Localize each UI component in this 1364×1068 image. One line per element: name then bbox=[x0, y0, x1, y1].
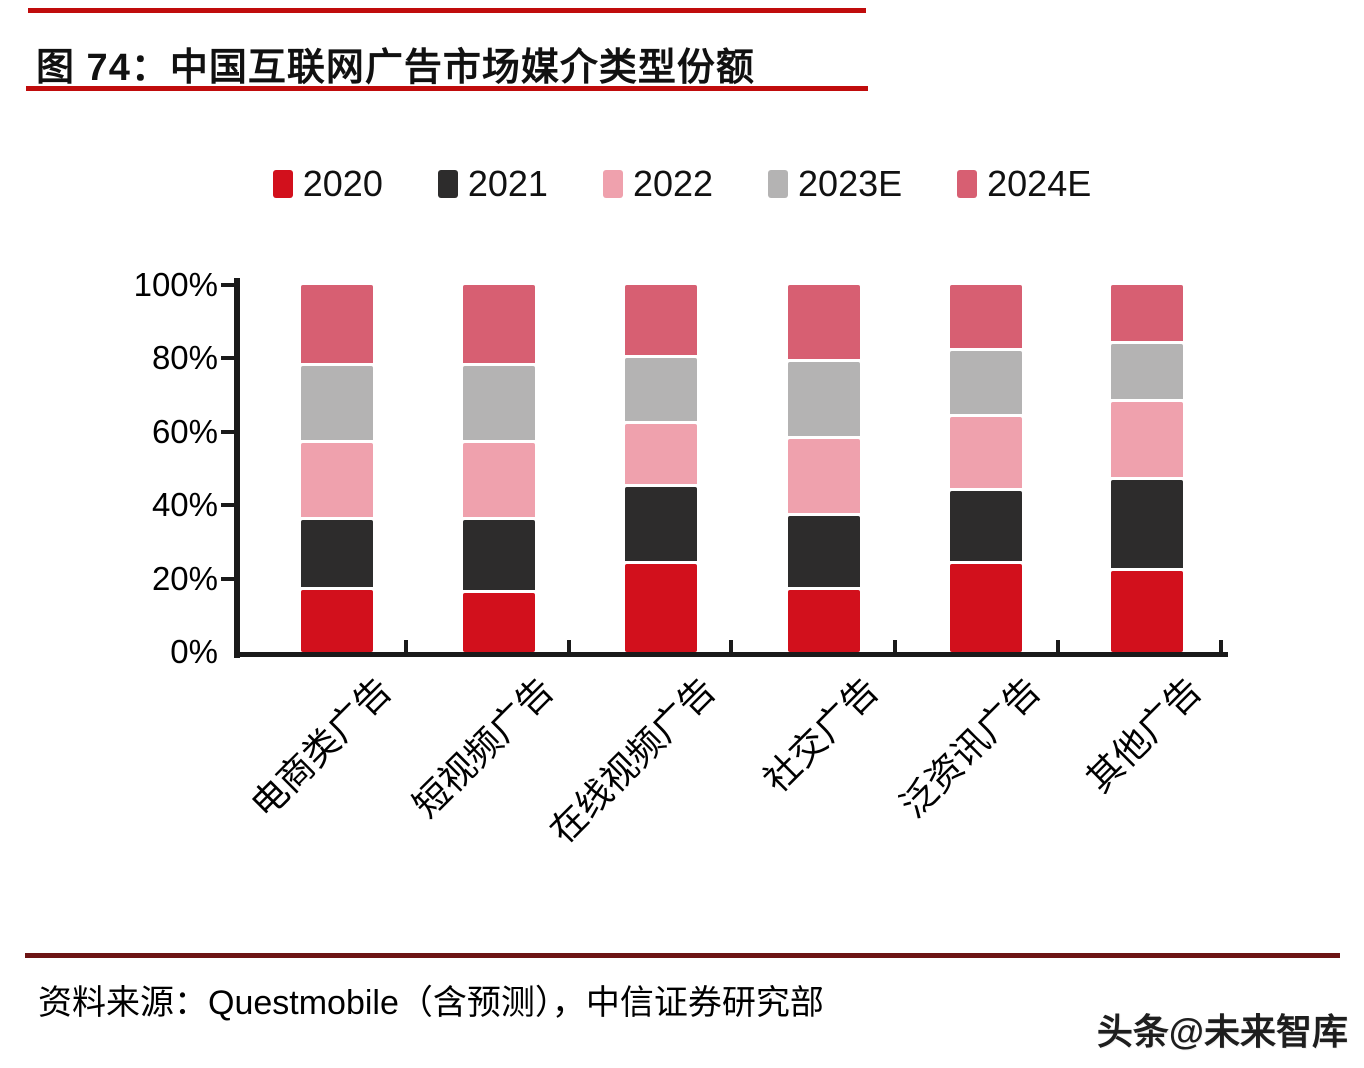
figure-title: 图 74：中国互联网广告市场媒介类型份额 bbox=[36, 47, 755, 89]
stacked-bar-社交广告 bbox=[788, 285, 860, 652]
bar-segment-2024E-在线视频广告 bbox=[625, 285, 697, 359]
source-note: 资料来源：Questmobile（含预测），中信证券研究部 bbox=[38, 984, 824, 1022]
bar-segment-2021-在线视频广告 bbox=[625, 486, 697, 564]
stacked-bar-电商类广告 bbox=[301, 285, 373, 652]
legend-label: 2021 bbox=[467, 163, 548, 204]
y-axis-tick-mark bbox=[221, 503, 234, 508]
y-axis-line bbox=[234, 278, 240, 658]
chart-legend: 2020 2021 2022 2023E 2024E bbox=[0, 160, 1364, 208]
y-axis-tick-mark bbox=[221, 576, 234, 581]
y-axis-tick-mark bbox=[221, 356, 234, 361]
bar-segment-2024E-电商类广告 bbox=[301, 285, 373, 366]
x-axis-category-label: 在线视频广告 bbox=[541, 669, 724, 852]
legend-item-2020: 2020 bbox=[272, 163, 383, 204]
legend-item-2024E: 2024E bbox=[957, 166, 1091, 202]
y-axis-tick-label: 80% bbox=[151, 339, 218, 377]
bar-segment-2021-短视频广告 bbox=[463, 519, 535, 594]
bar-segment-2024E-短视频广告 bbox=[463, 285, 535, 366]
bar-segment-2023E-短视频广告 bbox=[463, 365, 535, 443]
bar-segment-2022-电商类广告 bbox=[301, 442, 373, 520]
bar-segment-2023E-在线视频广告 bbox=[625, 358, 697, 425]
bar-segment-2022-社交广告 bbox=[788, 439, 860, 517]
bar-segment-2024E-其他广告 bbox=[1111, 285, 1183, 344]
legend-item-2022: 2022 bbox=[602, 163, 714, 204]
bar-segment-2024E-社交广告 bbox=[788, 285, 860, 363]
bar-segment-2021-电商类广告 bbox=[301, 519, 373, 590]
x-axis-tick-mark bbox=[729, 640, 733, 653]
stacked-bar-其他广告 bbox=[1111, 285, 1183, 652]
legend-swatch-icon-2023E bbox=[768, 170, 789, 198]
legend-swatch-icon-2021 bbox=[437, 170, 458, 198]
bar-segment-2021-泛资讯广告 bbox=[950, 490, 1022, 564]
bar-segment-2021-社交广告 bbox=[788, 516, 860, 590]
x-axis-category-label: 其他广告 bbox=[1078, 669, 1210, 801]
bar-segment-2020-电商类广告 bbox=[301, 589, 373, 652]
y-axis-tick-label: 20% bbox=[151, 559, 218, 597]
bar-segment-2022-短视频广告 bbox=[463, 442, 535, 520]
x-axis-tick-mark bbox=[1219, 640, 1223, 653]
x-axis-category-label: 社交广告 bbox=[755, 669, 887, 801]
bar-segment-2020-其他广告 bbox=[1111, 571, 1183, 652]
x-axis-category-label: 电商类广告 bbox=[243, 669, 400, 826]
x-axis-tick-mark bbox=[404, 640, 408, 653]
footer-rule bbox=[25, 953, 1340, 958]
bar-segment-2023E-泛资讯广告 bbox=[950, 351, 1022, 418]
y-axis-tick-mark bbox=[221, 283, 234, 287]
legend-label: 2020 bbox=[302, 163, 383, 204]
bar-segment-2023E-社交广告 bbox=[788, 362, 860, 440]
y-axis-tick-label: 0% bbox=[170, 633, 218, 670]
y-axis-tick-mark bbox=[221, 429, 234, 434]
bar-segment-2022-在线视频广告 bbox=[625, 424, 697, 487]
legend-swatch-icon-2024E bbox=[957, 170, 978, 198]
x-axis-category-label: 短视频广告 bbox=[405, 669, 562, 826]
stacked-bar-在线视频广告 bbox=[625, 285, 697, 652]
y-axis-tick-label: 60% bbox=[151, 412, 218, 450]
legend-item-2023E: 2023E bbox=[768, 166, 902, 202]
legend-swatch-icon-2020 bbox=[272, 170, 293, 198]
x-axis-tick-mark bbox=[893, 640, 897, 653]
x-axis-category-label: 泛资讯广告 bbox=[892, 669, 1049, 826]
bar-segment-2021-其他广告 bbox=[1111, 479, 1183, 572]
bar-segment-2020-在线视频广告 bbox=[625, 563, 697, 652]
y-axis-tick-label: 100% bbox=[133, 266, 218, 303]
bar-segment-2023E-电商类广告 bbox=[301, 365, 373, 443]
legend-label: 2022 bbox=[632, 163, 714, 204]
bar-segment-2022-泛资讯广告 bbox=[950, 417, 1022, 491]
bar-segment-2024E-泛资讯广告 bbox=[950, 285, 1022, 352]
top-accent-rule bbox=[28, 8, 866, 13]
legend-item-2021: 2021 bbox=[437, 163, 548, 204]
stacked-bar-短视频广告 bbox=[463, 285, 535, 652]
bar-segment-2020-短视频广告 bbox=[463, 593, 535, 652]
x-axis-tick-mark bbox=[567, 640, 571, 653]
bar-segment-2020-泛资讯广告 bbox=[950, 563, 1022, 652]
bar-segment-2020-社交广告 bbox=[788, 589, 860, 652]
bar-segment-2023E-其他广告 bbox=[1111, 343, 1183, 403]
legend-swatch-icon-2022 bbox=[602, 170, 623, 198]
bar-segment-2022-其他广告 bbox=[1111, 402, 1183, 480]
legend-label: 2023E bbox=[798, 163, 903, 204]
legend-label: 2024E bbox=[987, 163, 1092, 204]
x-axis-line bbox=[234, 652, 1228, 657]
watermark: 头条@未来智库 bbox=[1096, 1011, 1348, 1052]
y-axis-tick-label: 40% bbox=[151, 486, 218, 524]
stacked-bar-泛资讯广告 bbox=[950, 285, 1022, 652]
x-axis-tick-mark bbox=[1056, 640, 1060, 653]
title-underline-rule bbox=[26, 86, 868, 91]
